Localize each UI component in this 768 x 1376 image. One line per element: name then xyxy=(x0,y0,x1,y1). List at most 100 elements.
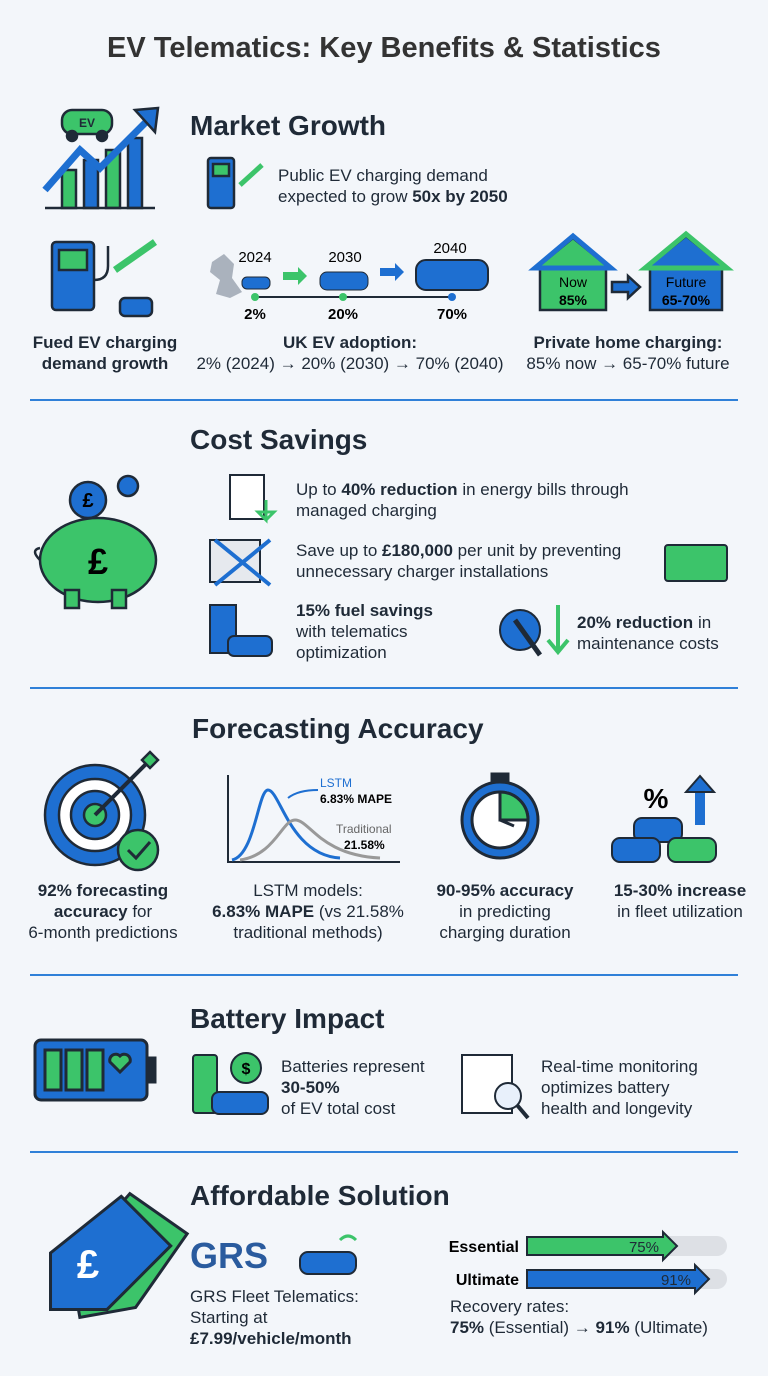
text-line: in predicting xyxy=(407,901,603,922)
text-line: health and longevity xyxy=(541,1098,698,1119)
bold-text: 15% fuel savings xyxy=(296,601,434,620)
text: (Ultimate) xyxy=(634,1318,708,1337)
home-label: Future xyxy=(666,274,707,290)
bold-text: 92% forecasting xyxy=(37,881,169,900)
year-label: 2040 xyxy=(433,240,466,257)
text: in xyxy=(697,613,712,632)
text-line: Up to 40% reduction in energy bills thro… xyxy=(296,479,629,500)
section-heading: Forecasting Accuracy xyxy=(192,713,484,744)
cost-icons xyxy=(209,474,728,657)
year-label: 2024 xyxy=(238,249,271,266)
text-line: unnecessary charger installations xyxy=(296,561,621,582)
houses xyxy=(528,230,734,312)
uk-map xyxy=(210,254,242,298)
text: Public EV charging demand xyxy=(278,166,488,185)
icon-text: £ xyxy=(82,490,93,512)
text-line: 75% (Essential) → 91% (Ultimate) xyxy=(450,1317,708,1338)
text-line: Public EV charging demand xyxy=(278,165,508,186)
text: 85% now → 65-70% future xyxy=(526,354,730,373)
recovery-bar xyxy=(526,1229,679,1263)
text: Starting at xyxy=(190,1308,268,1327)
text: in fleet utilization xyxy=(617,902,743,921)
home-value: 85% xyxy=(559,292,588,308)
text-line: 15-30% increase xyxy=(582,880,768,901)
text: charging duration xyxy=(439,923,571,942)
stat: 15-30% increase in fleet utilization xyxy=(582,880,768,922)
bold-text: 15-30% increase xyxy=(613,881,747,900)
bold-text: 75% xyxy=(450,1318,485,1337)
text: unnecessary charger installations xyxy=(296,562,549,581)
mape-chart xyxy=(227,775,400,863)
text-line: traditional methods) xyxy=(210,922,406,943)
text-line: £7.99/vehicle/month xyxy=(190,1328,359,1349)
bar-label: 91% xyxy=(661,1272,691,1289)
charger-icon xyxy=(50,156,264,318)
text-line: 15% fuel savings xyxy=(296,600,433,621)
benefit: 20% reduction in maintenance costs xyxy=(577,612,719,654)
text: maintenance costs xyxy=(577,634,719,653)
text: (vs 21.58% xyxy=(318,902,404,921)
bold-text: 20% reduction xyxy=(577,613,694,632)
benefit: Save up to £180,000 per unit by preventi… xyxy=(296,540,621,582)
stat: 90-95% accuracy in predicting charging dur… xyxy=(407,880,603,943)
text-line: 6.83% MAPE (vs 21.58% xyxy=(210,901,406,922)
chart-label: Traditional xyxy=(336,822,392,836)
text-line: Starting at xyxy=(190,1307,359,1328)
text: traditional methods) xyxy=(233,923,383,942)
year-label: 2030 xyxy=(328,249,361,266)
share-label: 70% xyxy=(437,306,467,323)
bold-text: 30-50% xyxy=(281,1078,340,1097)
caption: Recovery rates: 75% (Essential) → 91% (Ul… xyxy=(450,1296,708,1338)
stat: 92% forecasting accuracy for 6-month predi… xyxy=(5,880,201,943)
section-heading: Battery Impact xyxy=(190,1003,385,1034)
piggy-icon xyxy=(33,474,158,610)
tag-icon xyxy=(49,1191,190,1320)
caption: Fued EV charging demand growth xyxy=(15,332,195,374)
bar-label: 75% xyxy=(629,1239,659,1256)
text: Batteries represent xyxy=(281,1057,425,1076)
benefit: Real-time monitoring optimizes battery hea… xyxy=(541,1056,698,1119)
text: Save up to xyxy=(296,541,378,560)
bold-text: £7.99/vehicle/month xyxy=(190,1329,352,1348)
bold-text: 40% reduction xyxy=(341,480,458,499)
text-line: 6-month predictions xyxy=(5,922,201,943)
bold-text: demand growth xyxy=(41,354,169,373)
text-line: Recovery rates: xyxy=(450,1296,708,1317)
bold-text: 90-95% accuracy xyxy=(436,881,574,900)
growth-icon xyxy=(42,106,160,210)
text: in energy bills through xyxy=(462,480,629,499)
benefit: Up to 40% reduction in energy bills thro… xyxy=(296,479,629,521)
text-line: 2% (2024) → 20% (2030) → 70% (2040) xyxy=(190,353,510,374)
text: expected to grow xyxy=(278,187,408,206)
icon-text: £ xyxy=(77,1243,99,1287)
text-line: 90-95% accuracy xyxy=(407,880,603,901)
text-line: UK EV adoption: xyxy=(190,332,510,353)
text-line: accuracy for xyxy=(5,901,201,922)
text: health and longevity xyxy=(541,1099,693,1118)
icon-text: % xyxy=(644,783,669,814)
chart-label: LSTM xyxy=(320,776,352,790)
bold-text: 91% xyxy=(595,1318,630,1337)
section-heading: Market Growth xyxy=(190,110,387,141)
headline: Public EV charging demand expected to gro… xyxy=(278,165,508,207)
text: in predicting xyxy=(459,902,551,921)
share-label: 2% xyxy=(244,306,266,323)
text-line: optimization xyxy=(296,642,433,663)
icon-text: $ xyxy=(242,1061,251,1078)
text-line: maintenance costs xyxy=(577,633,719,654)
text-line: of EV total cost xyxy=(281,1098,425,1119)
bold-text: 6.83% MAPE xyxy=(212,902,315,921)
text: 2% (2024) → 20% (2030) → 70% (2040) xyxy=(196,354,504,373)
text-line: in fleet utilization xyxy=(582,901,768,922)
battery-icon xyxy=(33,1038,157,1102)
text-line: 20% reduction in xyxy=(577,612,719,633)
text-line: charging duration xyxy=(407,922,603,943)
text-line: Batteries represent xyxy=(281,1056,425,1077)
benefit: Batteries represent 30-50% of EV total cos… xyxy=(281,1056,425,1119)
logo-car xyxy=(299,1234,358,1275)
text: with telematics xyxy=(296,622,408,641)
section-heading: Affordable Solution xyxy=(190,1180,450,1211)
dividers xyxy=(30,399,738,1153)
text-line: Private home charging: xyxy=(508,332,748,353)
text-line: 30-50% xyxy=(281,1077,425,1098)
